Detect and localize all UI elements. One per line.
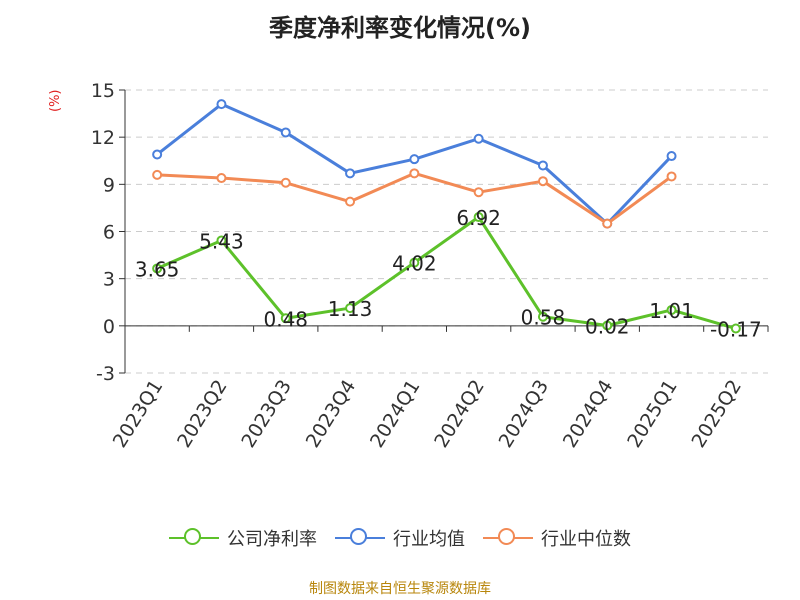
data-point <box>666 151 677 162</box>
data-point <box>345 168 356 179</box>
legend-label: 行业中位数 <box>541 529 631 550</box>
data-point <box>473 212 484 223</box>
legend-item-company-net-margin[interactable]: 公司净利率 <box>169 525 317 551</box>
data-point <box>280 177 291 188</box>
x-tick-label: 2024Q2 <box>430 376 489 452</box>
data-point <box>152 169 163 180</box>
x-tick-label: 2025Q2 <box>687 376 746 452</box>
data-label: 4.02 <box>392 252 437 276</box>
y-tick-label: 15 <box>91 80 115 102</box>
data-label: 0.48 <box>263 307 308 331</box>
data-point <box>602 320 613 331</box>
data-point <box>345 196 356 207</box>
data-point <box>666 304 677 315</box>
data-point <box>152 149 163 160</box>
data-point <box>537 160 548 171</box>
data-point <box>345 303 356 314</box>
data-label: -0.17 <box>710 318 762 342</box>
data-point <box>473 133 484 144</box>
data-point <box>730 323 741 334</box>
y-tick-label: 12 <box>91 127 115 149</box>
y-tick-label: 3 <box>103 269 115 291</box>
data-point <box>602 218 613 229</box>
x-tick-label: 2024Q3 <box>495 376 554 452</box>
legend-label: 公司净利率 <box>227 529 317 550</box>
data-point <box>216 99 227 110</box>
chart-legend: 公司净利率 行业均值 行业中位数 <box>0 520 800 556</box>
data-point <box>537 176 548 187</box>
x-tick-label: 2023Q2 <box>173 376 232 452</box>
x-tick-label: 2024Q1 <box>366 376 425 452</box>
series-line <box>157 171 673 226</box>
data-point <box>280 127 291 138</box>
data-label: 1.01 <box>649 299 694 323</box>
data-point <box>473 187 484 198</box>
legend-marker-icon <box>335 527 385 549</box>
data-label: 5.43 <box>199 229 244 253</box>
y-tick-label: 9 <box>103 174 115 196</box>
chart-title: 季度净利率变化情况(%) <box>269 14 531 42</box>
data-source-note: 制图数据来自恒生聚源数据库 <box>309 581 491 597</box>
data-point <box>666 171 677 182</box>
legend-item-industry-median[interactable]: 行业中位数 <box>483 525 631 551</box>
legend-marker-icon <box>483 527 533 549</box>
x-tick-label: 2023Q4 <box>302 376 361 452</box>
data-point <box>537 311 548 322</box>
data-point <box>409 154 420 165</box>
series-line <box>156 215 737 330</box>
data-point <box>280 313 291 324</box>
legend-item-industry-mean[interactable]: 行业均值 <box>335 525 465 551</box>
line-chart: -3 0 3 6 9 12 15 2023Q1 2023Q2 2023Q3 2023Q4 2024Q1… <box>91 80 769 452</box>
y-tick-label: 6 <box>103 222 115 244</box>
data-label: 1.13 <box>328 297 373 321</box>
data-label: 3.65 <box>135 257 180 281</box>
data-label: 0.02 <box>585 315 630 339</box>
data-point <box>409 257 420 268</box>
x-tick-label: 2024Q4 <box>559 376 618 452</box>
data-point <box>152 263 163 274</box>
x-tick-label: 2023Q3 <box>237 376 296 452</box>
legend-marker-icon <box>169 527 219 549</box>
y-tick-label: 0 <box>103 316 115 338</box>
y-tick-label: -3 <box>96 363 115 385</box>
x-tick-label: 2025Q1 <box>623 376 682 452</box>
data-point <box>409 168 420 179</box>
data-point <box>216 235 227 246</box>
x-tick-label: 2023Q1 <box>109 376 168 452</box>
data-label: 0.58 <box>521 306 566 330</box>
data-point <box>216 173 227 184</box>
data-label: 6.92 <box>456 206 501 230</box>
legend-label: 行业均值 <box>393 529 465 550</box>
